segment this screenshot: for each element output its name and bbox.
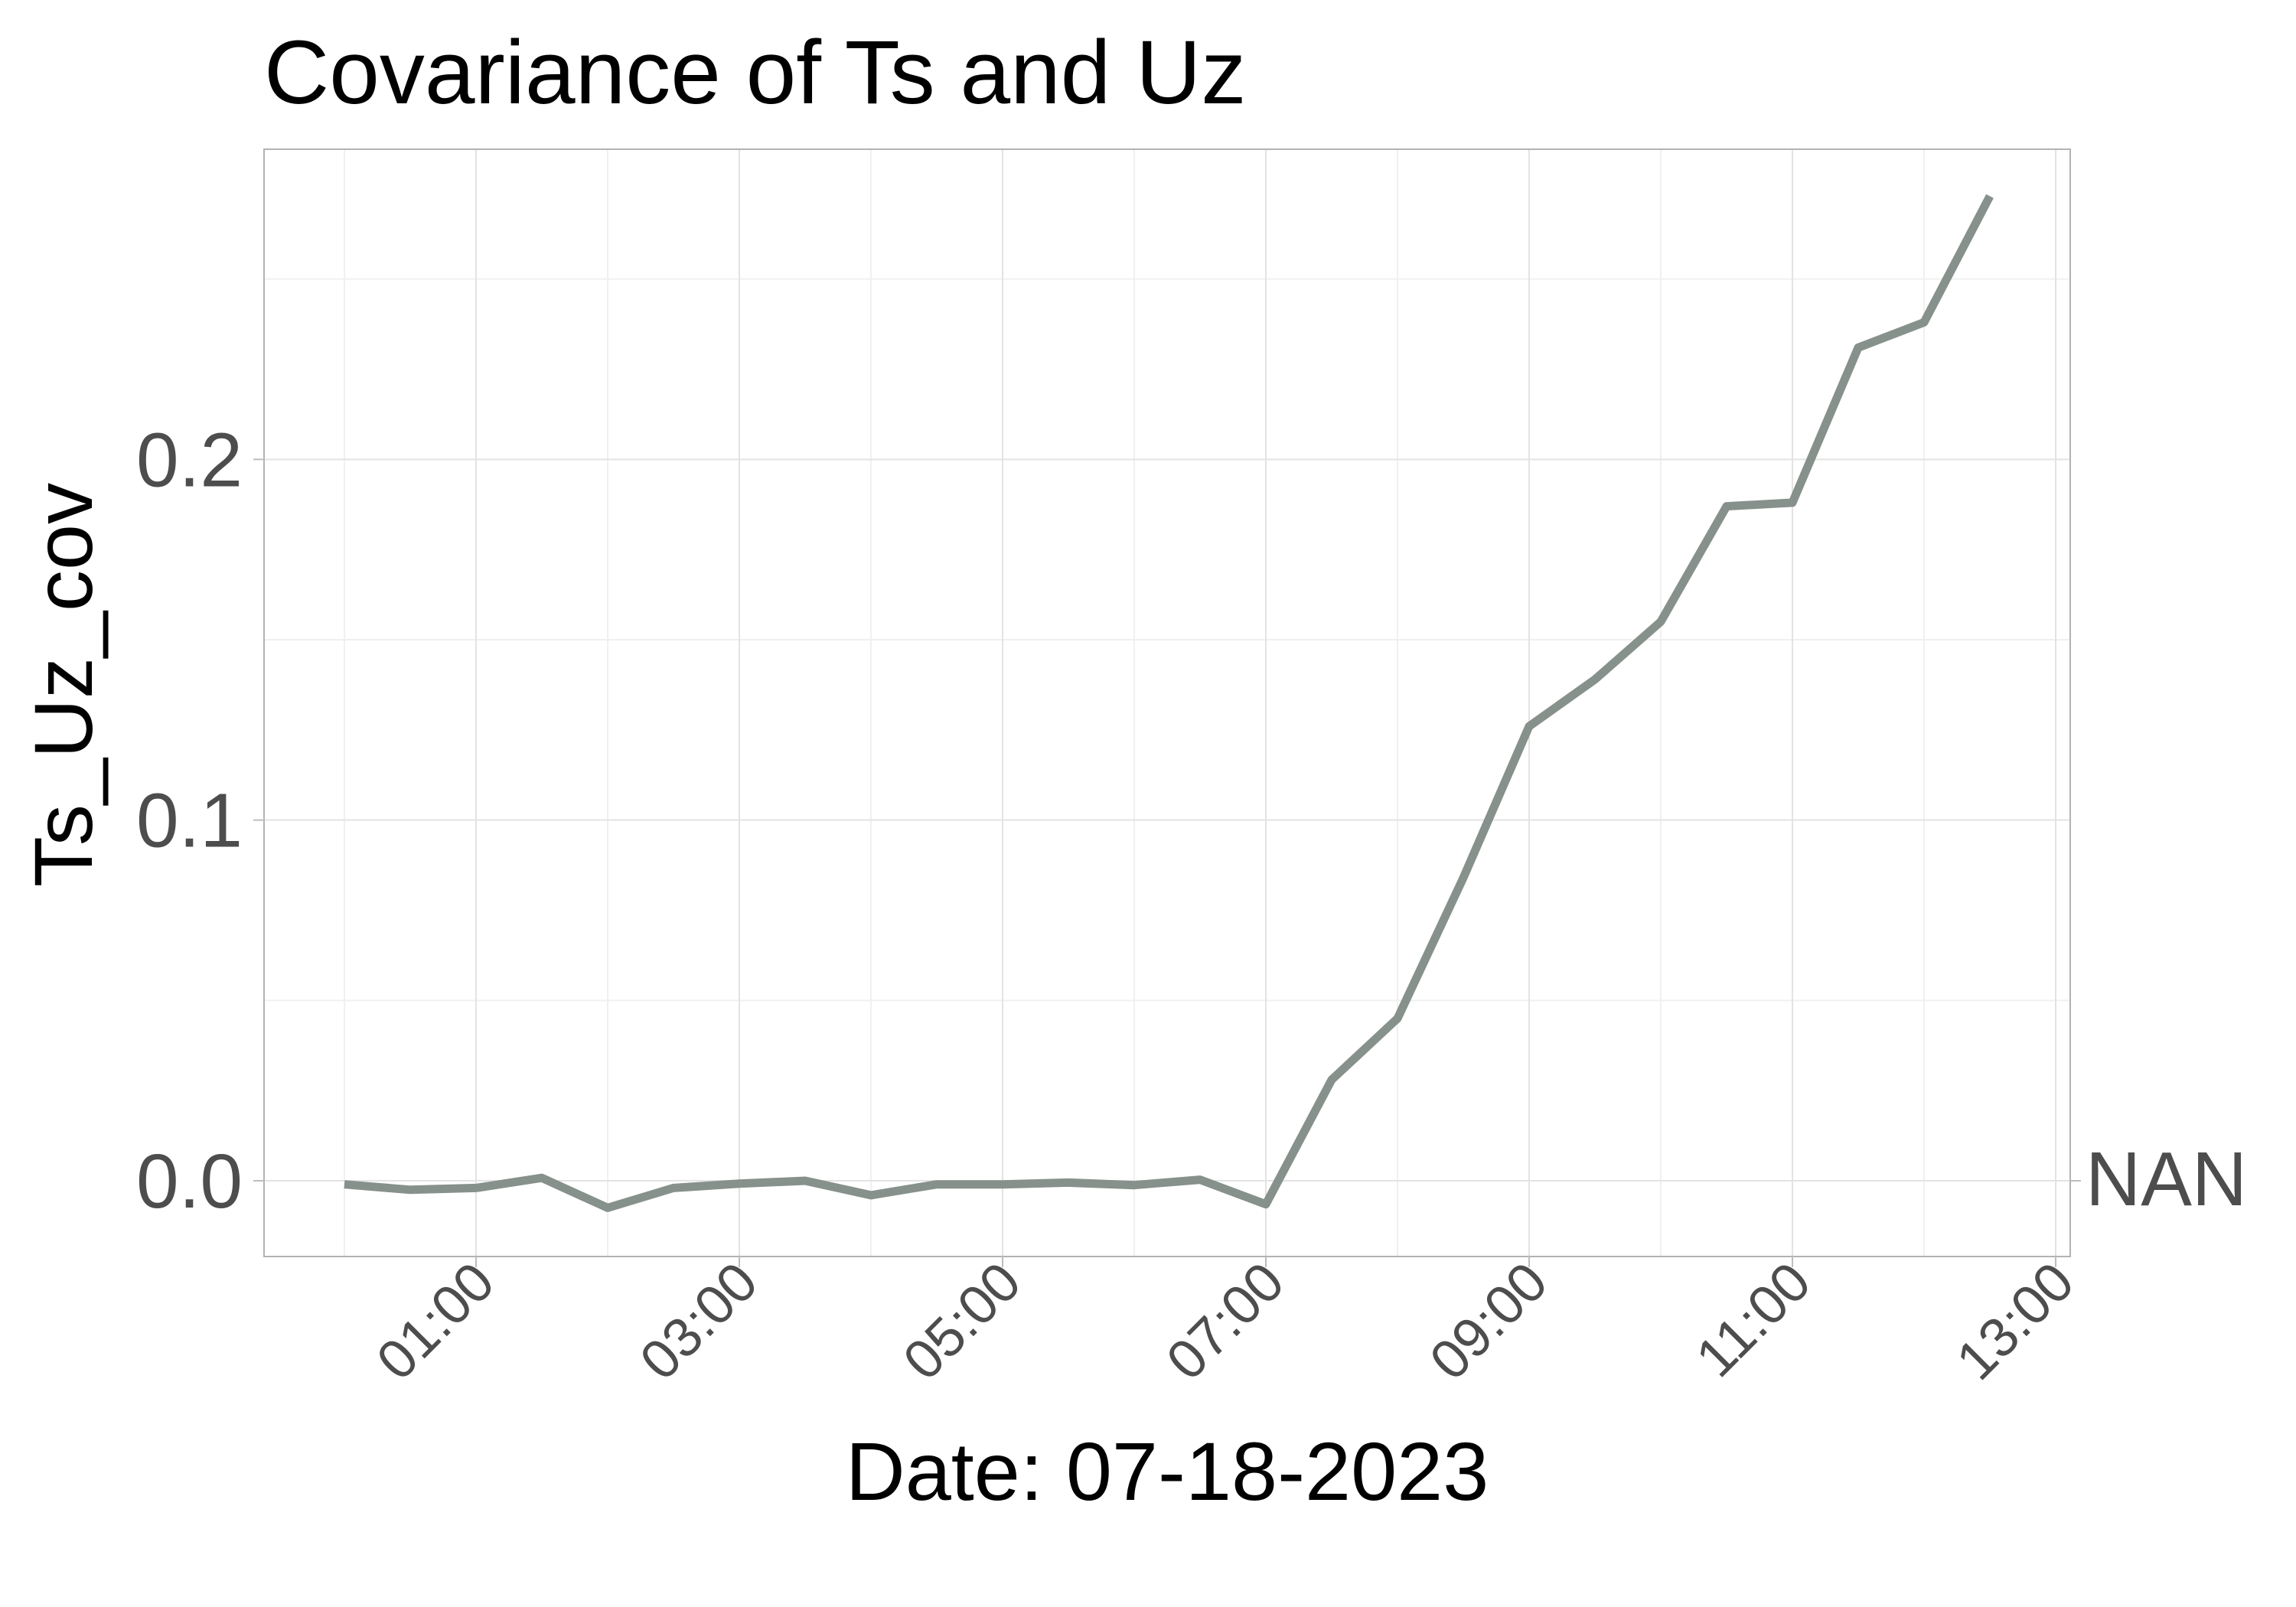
y-tick-labels: 0.0 0.1 0.2 — [136, 417, 243, 1224]
minor-gridlines — [264, 149, 2070, 1257]
series-line — [344, 194, 1994, 1212]
y-axis-label: Ts_Uz_cov — [17, 483, 109, 887]
y-tick-label: 0.1 — [136, 778, 243, 864]
x-axis-label: Date: 07-18-2023 — [846, 1425, 1489, 1517]
axis-ticks — [253, 458, 2081, 1267]
chart-title: Covariance of Ts and Uz — [264, 22, 1246, 123]
y-tick-label: 0.0 — [136, 1139, 243, 1224]
nan-annotation: NAN — [2086, 1136, 2247, 1222]
plot-panel-border — [263, 148, 2071, 1257]
y-tick-label: 0.2 — [136, 417, 243, 503]
